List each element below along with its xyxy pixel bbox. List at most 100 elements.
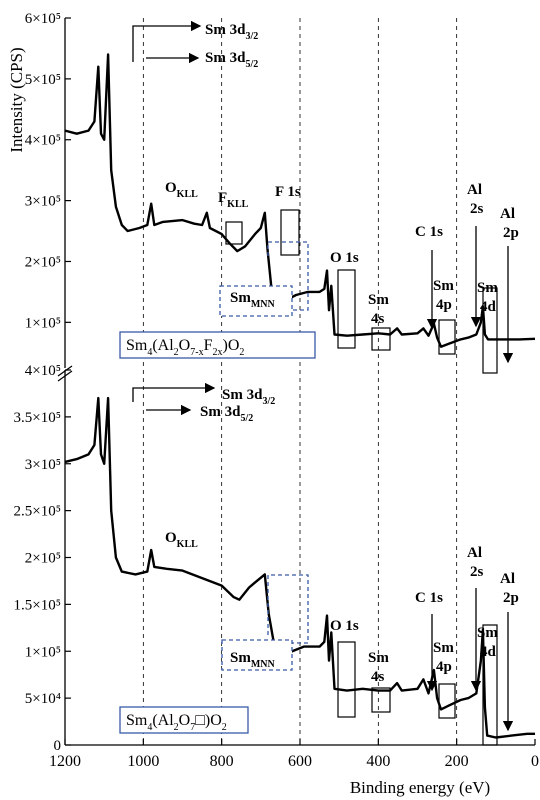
- peak-label: FKLL: [218, 190, 249, 210]
- text-part: Sm: [126, 337, 148, 354]
- annotation-dashed: [267, 241, 309, 311]
- text-part: 2s: [470, 564, 484, 580]
- text-part: Sm: [433, 278, 454, 294]
- text-part: Sm: [126, 712, 148, 729]
- peak-label: Sm: [477, 280, 498, 296]
- peak-label: 2s: [470, 564, 484, 580]
- peak-label: 4d: [480, 644, 497, 660]
- peak-label: O 1s: [330, 618, 359, 634]
- y-tick-label: 1×10⁵: [25, 315, 61, 331]
- text-part: O: [179, 712, 191, 729]
- annotation-box: [438, 683, 456, 719]
- sample-label-box: [119, 331, 316, 359]
- peak-label: 4s: [371, 311, 385, 327]
- peak-label: 4p: [436, 297, 452, 313]
- x-tick-label: 0: [531, 753, 539, 770]
- subscript: 3/2: [262, 396, 275, 407]
- y-tick-label: 2×10⁵: [25, 254, 61, 270]
- x-tick-label: 800: [210, 753, 234, 770]
- y-tick-label: 5×10⁵: [25, 72, 61, 88]
- peak-label: SmMNN: [230, 290, 276, 310]
- subscript: 2: [222, 722, 227, 733]
- peak-label: OKLL: [165, 180, 198, 200]
- text-part: (Al: [152, 712, 174, 729]
- peak-label: C 1s: [415, 224, 443, 240]
- peak-label: Sm: [368, 292, 389, 308]
- annotation-box: [438, 319, 456, 355]
- subscript: 2: [239, 347, 244, 358]
- text-part: )O: [222, 337, 239, 354]
- y-tick-label: 4×10⁵: [25, 133, 61, 149]
- y-tick-label: 6×10⁵: [25, 11, 61, 27]
- subscript: KLL: [177, 189, 198, 200]
- peak-label: Sm: [477, 625, 498, 641]
- text-part: 4d: [480, 644, 497, 660]
- subscript: 5/2: [245, 59, 258, 70]
- annotation-box: [337, 641, 356, 718]
- y-tick-label: 1.5×10⁵: [14, 597, 61, 613]
- peak-label: OKLL: [165, 530, 198, 550]
- annotation-arrow: [132, 382, 216, 402]
- peak-label: Sm: [433, 640, 454, 656]
- peak-label: SmMNN: [230, 650, 276, 670]
- peak-label: Al: [467, 545, 482, 561]
- annotation-dashed-box: [221, 639, 293, 671]
- text-part: Al: [467, 545, 482, 561]
- subscript: 4: [147, 722, 152, 733]
- x-tick-label: 600: [288, 753, 312, 770]
- x-tick-label: 1000: [127, 753, 159, 770]
- subscript: 4: [147, 347, 152, 358]
- text-part: 2s: [470, 201, 484, 217]
- annotation-arrow: [132, 20, 202, 62]
- annotation-box: [482, 624, 498, 746]
- text-part: 4p: [436, 297, 452, 313]
- peak-label: Sm 3d5/2: [205, 50, 258, 70]
- y-tick-label: 2.5×10⁵: [14, 504, 61, 520]
- subscript: MNN: [251, 299, 276, 310]
- x-tick-label: 1200: [49, 753, 81, 770]
- subscript: 7-x: [190, 347, 203, 358]
- y-tick-label: 5×10⁴: [25, 691, 61, 707]
- annotation-box: [371, 687, 391, 713]
- peak-label: Sm 3d3/2: [222, 387, 275, 407]
- text-part: Sm 3d: [205, 50, 246, 66]
- x-tick-label: 200: [445, 753, 469, 770]
- subscript: KLL: [177, 539, 198, 550]
- y-tick-label: 3×10⁵: [25, 457, 61, 473]
- annotation-dashed-box: [219, 285, 293, 317]
- subscript: KLL: [227, 199, 248, 210]
- peak-label: Al: [500, 571, 515, 587]
- spectrum-line: [64, 396, 535, 739]
- peak-label: Sm: [433, 278, 454, 294]
- y-tick-label: 1×10⁵: [25, 644, 61, 660]
- text-part: Sm: [230, 650, 251, 666]
- text-part: Sm: [477, 280, 498, 296]
- text-part: 2p: [503, 225, 519, 241]
- subscript: MNN: [251, 659, 276, 670]
- text-part: 4p: [436, 659, 452, 675]
- peak-label: 2p: [503, 590, 519, 606]
- y-tick-label: 3×10⁵: [25, 194, 61, 210]
- peak-label: O 1s: [330, 250, 359, 266]
- peak-label: Al: [467, 182, 482, 198]
- peak-label: C 1s: [415, 590, 443, 606]
- subscript: 2: [174, 347, 179, 358]
- peak-label: Sm: [368, 650, 389, 666]
- text-part: □)O: [195, 712, 222, 729]
- peak-label: 2p: [503, 225, 519, 241]
- text-part: O: [179, 337, 191, 354]
- subscript: 2x: [212, 347, 222, 358]
- text-part: Al: [500, 206, 515, 222]
- peak-label: Sm 3d5/2: [200, 404, 253, 424]
- text-part: 4s: [371, 311, 385, 327]
- subscript: 3/2: [245, 31, 258, 42]
- text-part: Al: [500, 571, 515, 587]
- y-tick-label: 3.5×10⁵: [14, 410, 61, 426]
- text-part: Sm 3d: [200, 404, 241, 420]
- annotation-box: [482, 287, 498, 374]
- text-part: Sm: [368, 650, 389, 666]
- y-tick-label: 2×10⁵: [25, 551, 61, 567]
- text-part: O: [165, 530, 177, 546]
- peak-label: 4s: [371, 669, 385, 685]
